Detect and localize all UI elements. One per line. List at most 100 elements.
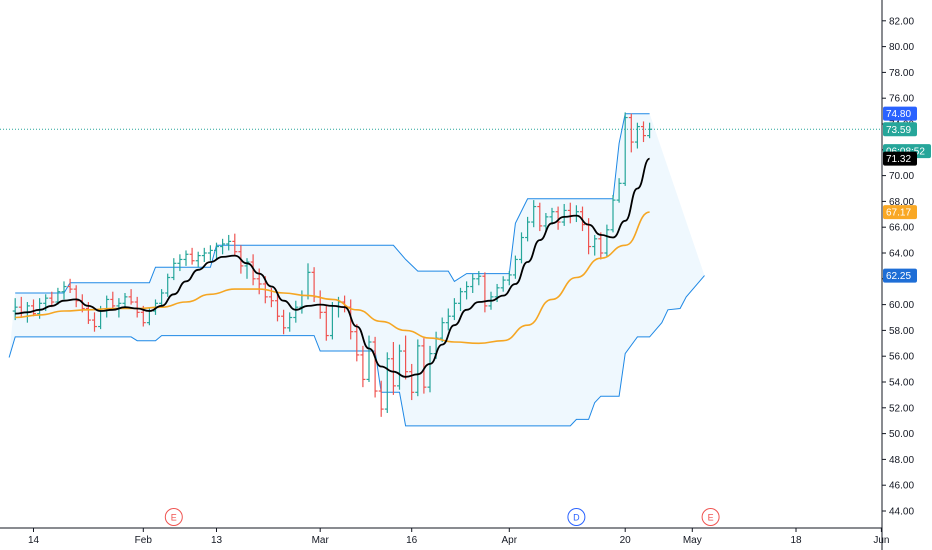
ohlc-bar: [641, 121, 646, 143]
time-tick-label: 13: [211, 535, 223, 546]
ohlc-bar: [61, 281, 67, 300]
ohlc-bar: [207, 245, 213, 261]
ohlc-bar: [275, 294, 280, 322]
price-tick-label: 60.00: [889, 300, 914, 311]
price-tick-label: 48.00: [889, 455, 914, 466]
ohlc-bar: [189, 247, 195, 265]
price-label-text: 73.59: [886, 125, 911, 136]
price-tick-label: 50.00: [889, 429, 914, 440]
time-axis[interactable]: 14Feb13Mar16Apr20May18Jun15: [0, 527, 932, 546]
axis-price-label: 71.32: [883, 151, 917, 166]
price-label-text: 74.80: [886, 109, 911, 120]
ohlc-bar: [531, 200, 537, 228]
ohlc-bar: [622, 112, 628, 186]
ohlc-bar: [610, 194, 616, 233]
ohlc-bar: [55, 287, 61, 305]
ohlc-bar: [506, 271, 512, 286]
ohlc-bar: [171, 258, 177, 281]
ohlc-bar: [372, 336, 378, 398]
axis-price-label: 74.80: [883, 106, 917, 121]
ohlc-bar: [128, 289, 134, 305]
price-tick-label: 66.00: [889, 223, 914, 234]
ohlc-bar: [232, 233, 238, 256]
price-label-bg: [883, 122, 917, 137]
ohlc-bar: [226, 234, 232, 251]
time-tick-label: Mar: [312, 535, 330, 546]
channel-lines: [8, 113, 705, 427]
ohlc-bar: [476, 271, 482, 286]
price-label-bg: [883, 268, 917, 283]
ohlc-bar: [451, 298, 457, 321]
ohlc-bar: [390, 342, 396, 395]
ohlc-bar: [598, 232, 604, 260]
ohlc-bar: [183, 250, 189, 266]
ohlc-bar: [561, 203, 567, 226]
ohlc-bar: [323, 304, 329, 341]
ohlc-bar: [415, 339, 421, 397]
ohlc-bar: [470, 273, 476, 293]
ohlc-bar: [543, 213, 549, 233]
ohlc-bar: [439, 317, 445, 343]
ohlc-bar: [421, 338, 427, 394]
ohlc-bar: [525, 216, 531, 242]
ohlc-bar: [482, 272, 488, 313]
ohlc-bar: [201, 247, 207, 263]
ohlc-bar: [512, 255, 518, 279]
ohlc-bar: [384, 352, 390, 413]
price-tick-label: 82.00: [889, 16, 914, 27]
ohlc-bar: [214, 242, 219, 260]
ohlc-bar: [445, 308, 451, 331]
ohlc-bar: [49, 291, 55, 308]
ohlc-bar: [244, 258, 250, 279]
time-tick-label: Apr: [502, 535, 518, 546]
price-tick-label: 64.00: [889, 249, 914, 260]
ohlc-bar: [360, 345, 366, 388]
ohlc-bar: [122, 292, 128, 309]
axis-price-label: 62.25: [883, 268, 917, 283]
price-label-text: 62.25: [886, 271, 911, 282]
channel-fill-group: [9, 113, 705, 426]
ohlc-bar: [12, 298, 18, 321]
price-label-bg: [883, 151, 917, 166]
channel-lower-line: [8, 275, 705, 427]
price-label-text: 67.17: [886, 208, 911, 219]
time-tick-label: 16: [406, 535, 418, 546]
time-tick-label: 14: [28, 535, 40, 546]
ohlc-bar: [67, 278, 73, 293]
time-tick-label: Jun: [873, 535, 889, 546]
event-marker[interactable]: E: [164, 508, 183, 526]
ohlc-bar: [537, 202, 543, 232]
event-circle: [164, 508, 183, 526]
ohlc-bar: [604, 224, 610, 257]
price-tick-label: 44.00: [889, 507, 914, 518]
event-circle: [567, 508, 586, 526]
price-tick-label: 56.00: [889, 352, 914, 363]
ohlc-bar: [220, 238, 226, 255]
time-tick-label: 18: [790, 535, 802, 546]
ohlc-bar: [458, 287, 463, 312]
event-marker[interactable]: D: [567, 508, 586, 526]
ohlc-bar: [293, 300, 299, 323]
event-circle: [701, 508, 720, 526]
ohlc-bar: [409, 363, 415, 401]
ohlc-bar: [110, 291, 116, 310]
channel-upper-line: [15, 113, 650, 294]
axis-price-label: 73.59: [883, 122, 917, 137]
ohlc-bar: [378, 380, 384, 417]
price-tick-label: 58.00: [889, 326, 914, 337]
ohlc-bar: [159, 289, 165, 306]
ohlc-bar: [549, 207, 555, 225]
ohlc-bar: [366, 335, 372, 382]
price-label-bg: [883, 106, 917, 121]
ohlc-bar: [628, 113, 634, 153]
event-label: D: [573, 513, 580, 523]
black-moving-average: [15, 157, 651, 378]
ohlc-bar: [31, 299, 36, 317]
price-label-text: 71.32: [886, 154, 911, 165]
ohlc-bar: [397, 344, 402, 390]
ohlc-bar: [634, 122, 640, 149]
event-marker[interactable]: E: [701, 508, 720, 526]
